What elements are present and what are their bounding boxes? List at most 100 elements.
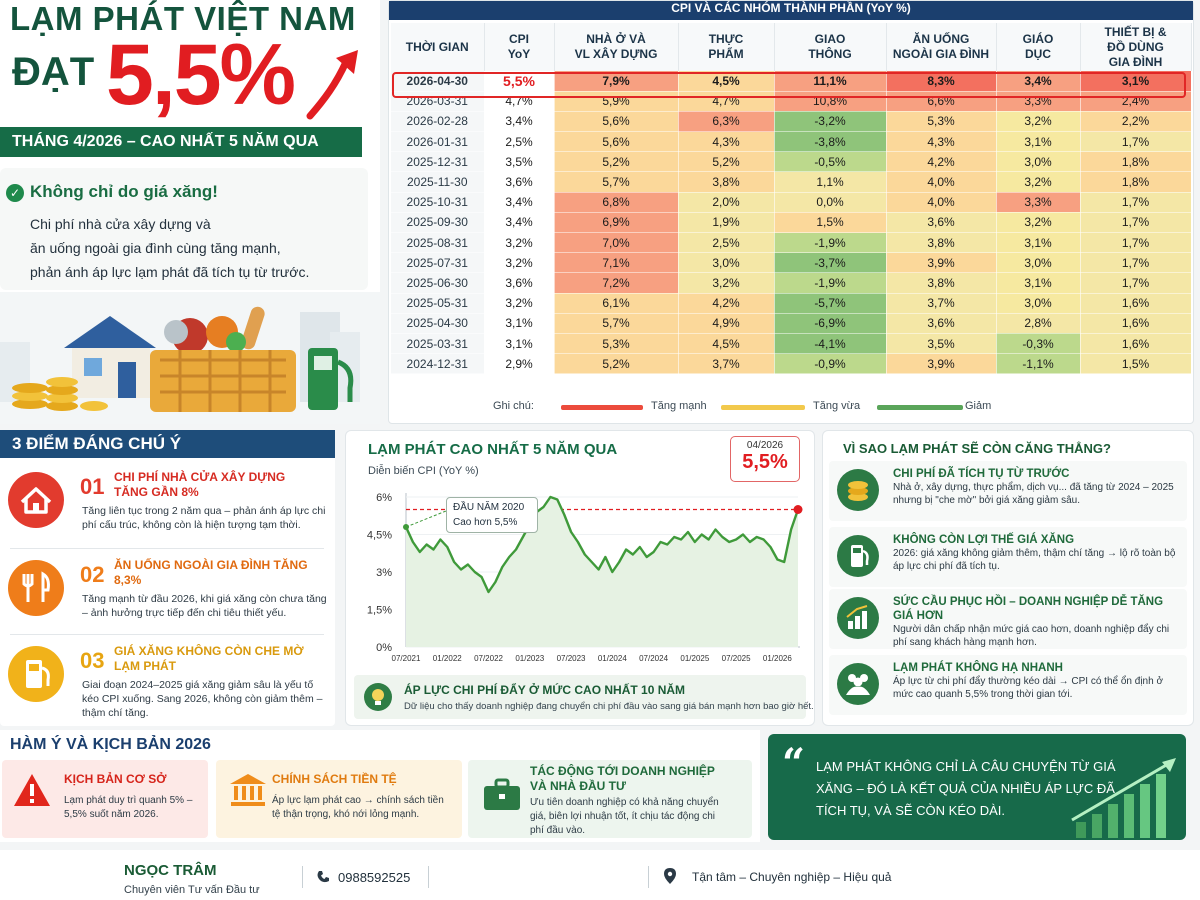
- divider: [648, 866, 649, 888]
- series-area: [406, 497, 798, 647]
- fuel-pump-icon: [837, 535, 879, 577]
- table-row: 2025-03-31 3,1% 5,3% 4,5% -4,1% 3,5% -0,3% 1,6%: [391, 333, 1192, 355]
- point-number: 01: [80, 474, 105, 499]
- table-row: 2025-04-30 3,1% 5,7% 4,9% -6,9% 3,6% 2,8% 1,6%: [391, 313, 1192, 334]
- table-header-row: THỜI GIAN CPI YoY NHÀ Ở VÀ VL XÂY DỰNG THỰC PH…: [391, 23, 1192, 71]
- value-cell: 4,7%: [484, 91, 555, 112]
- scenario-title: HÀM Ý VÀ KỊCH BẢN 2026: [10, 736, 211, 753]
- illustration: [0, 292, 380, 424]
- column-header-line: CPI: [508, 32, 529, 46]
- series-line: [404, 495, 800, 594]
- why-item-text: Nhà ở, xây dựng, thực phẩm, dịch vụ... đ…: [893, 482, 1174, 506]
- y-tick-label: 1,5%: [367, 605, 392, 617]
- why-item-text: 2026: giá xăng không giảm thêm, thậm chí…: [893, 548, 1176, 572]
- value-cell: 3,1%: [996, 272, 1081, 294]
- value-cell: 2,5%: [484, 131, 555, 153]
- value-cell: 7,9%: [554, 71, 679, 92]
- value-cell: 2,9%: [484, 353, 555, 375]
- date-cell: 2025-05-31: [391, 293, 485, 314]
- author-phone[interactable]: 0988592525: [338, 870, 411, 885]
- point-number: 02: [80, 562, 105, 587]
- value-cell: -0,9%: [774, 353, 887, 375]
- table-row: 2025-05-31 3,2% 6,1% 4,2% -5,7% 3,7% 3,0% 1,6%: [391, 293, 1192, 314]
- chart-footnote: ÁP LỰC CHI PHÍ ĐẨY Ở MỨC CAO NHẤT 10 NĂM…: [354, 675, 814, 719]
- value-cell: 1,7%: [1080, 192, 1192, 213]
- cpi-line-chart: 0% 1,5% 3% 4,5% 6% 07/2021 01/2022 07/2022 01/20…: [367, 492, 803, 663]
- rising-bars-icon: [1071, 758, 1176, 838]
- scenario-card: CHÍNH SÁCH TIỀN TỆ Áp lực lạm phát cao →…: [216, 760, 462, 838]
- y-tick-label: 4,5%: [367, 530, 392, 542]
- value-cell: 1,6%: [1080, 333, 1192, 355]
- table-legend: Ghi chú: Tăng mạnh Tăng vừa Giảm: [389, 397, 1193, 417]
- value-cell: 3,6%: [484, 171, 555, 193]
- column-header-line: THIẾT BỊ &: [1104, 24, 1167, 39]
- value-cell: 3,1%: [996, 131, 1081, 153]
- date-cell: 2025-10-31: [391, 192, 485, 213]
- value-cell: 3,5%: [484, 151, 555, 173]
- value-cell: -3,2%: [774, 111, 887, 133]
- value-cell: 5,6%: [554, 131, 679, 153]
- value-cell: 1,7%: [1080, 131, 1192, 153]
- y-tick-label: 0%: [376, 642, 392, 654]
- value-cell: 2,4%: [1080, 91, 1192, 112]
- fuel-pump-icon: [8, 646, 64, 702]
- why-panel: VÌ SAO LẠM PHÁT SẼ CÒN CĂNG THẲNG? CHI P…: [822, 430, 1194, 726]
- scenario-card-title: KỊCH BẢN CƠ SỞ: [64, 772, 167, 786]
- value-cell: 4,2%: [886, 151, 997, 173]
- value-cell: 1,6%: [1080, 313, 1192, 334]
- value-cell: 3,2%: [996, 171, 1081, 193]
- y-tick-label: 6%: [376, 492, 392, 504]
- table-row: 2025-06-30 3,6% 7,2% 3,2% -1,9% 3,8% 3,1% 1,7%: [391, 272, 1192, 294]
- value-cell: 3,2%: [678, 272, 775, 294]
- column-header: GIÁO DỤC: [996, 23, 1081, 71]
- value-cell: 3,1%: [484, 313, 555, 334]
- point-item: 03 GIÁ XĂNG KHÔNG CÒN CHE MỜ LẠM PHÁT Gi…: [0, 634, 335, 720]
- date-cell: 2026-03-31: [391, 91, 485, 112]
- value-cell: 4,5%: [678, 333, 775, 355]
- table-row: 2025-10-31 3,4% 6,8% 2,0% 0,0% 4,0% 3,3% 1,7%: [391, 192, 1192, 213]
- why-item-title: SỨC CẦU PHỤC HỒI – DOANH NGHIỆP DỄ TĂNG …: [893, 596, 1164, 622]
- x-tick-label: 07/2022: [474, 654, 503, 663]
- value-cell: 10,8%: [774, 91, 887, 112]
- column-header: CPI YoY: [484, 23, 555, 71]
- value-cell: 5,3%: [554, 333, 679, 355]
- column-header-line: GIAO: [814, 32, 846, 46]
- column-header: THỜI GIAN: [391, 23, 485, 71]
- value-cell: 3,1%: [996, 232, 1081, 254]
- value-cell: 1,1%: [774, 171, 887, 193]
- value-cell: 3,9%: [886, 353, 997, 375]
- people-icon: [837, 663, 879, 705]
- point-title: CHI PHÍ NHÀ CỬA XÂY DỰNG TĂNG GẦN 8%: [114, 470, 286, 499]
- footnote-title: ÁP LỰC CHI PHÍ ĐẨY Ở MỨC CAO NHẤT 10 NĂM: [404, 683, 686, 697]
- value-cell: 3,4%: [484, 212, 555, 234]
- value-cell: 3,7%: [678, 353, 775, 375]
- value-cell: 11,1%: [774, 71, 887, 92]
- callout-date: 04/2026: [746, 440, 784, 451]
- value-cell: 4,7%: [678, 91, 775, 112]
- column-header-line: PHẨM: [708, 47, 744, 61]
- date-cell: 2026-02-28: [391, 111, 485, 133]
- why-title: VÌ SAO LẠM PHÁT SẼ CÒN CĂNG THẲNG?: [843, 441, 1111, 456]
- briefcase-icon: [484, 778, 520, 810]
- fork-knife-icon: [8, 560, 64, 616]
- legend-medium-swatch: [721, 405, 805, 410]
- note-title: Không chỉ do giá xăng!: [30, 182, 218, 201]
- value-cell: 2,5%: [678, 232, 775, 254]
- value-cell: 5,2%: [554, 353, 679, 375]
- value-cell: 1,6%: [1080, 293, 1192, 314]
- bank-icon: [230, 774, 266, 806]
- value-cell: 4,3%: [886, 131, 997, 153]
- hero-title: LẠM PHÁT VIỆT NAM: [10, 0, 356, 37]
- table-row: 2026-04-30 5,5% 7,9% 4,5% 11,1% 8,3% 3,4% 3,1%: [391, 71, 1192, 92]
- value-cell: 3,1%: [484, 333, 555, 355]
- hero-value: 5,5%: [106, 27, 296, 123]
- value-cell: -0,3%: [996, 333, 1081, 355]
- divider: [10, 634, 324, 635]
- why-item-text: Người dân chấp nhận mức giá cao hơn, doa…: [893, 624, 1170, 648]
- value-cell: 3,0%: [996, 252, 1081, 274]
- date-cell: 2025-12-31: [391, 151, 485, 173]
- value-cell: 6,1%: [554, 293, 679, 314]
- value-cell: 5,6%: [554, 111, 679, 133]
- up-arrow-icon: [306, 50, 358, 120]
- column-header-line: GIÁO: [1022, 32, 1054, 46]
